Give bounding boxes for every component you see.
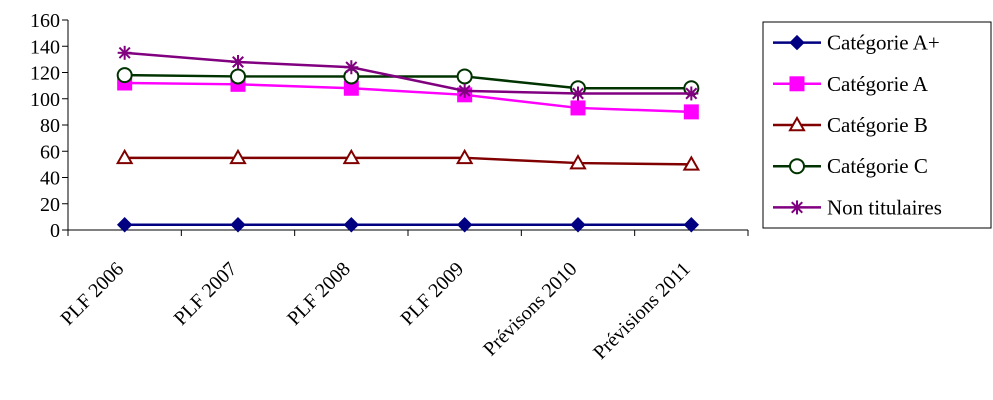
legend-item: Non titulaires xyxy=(773,195,942,219)
data-point-categorie-c xyxy=(230,68,246,85)
x-tick-label: PLF 2006 xyxy=(56,258,128,330)
legend-item: Catégorie C xyxy=(773,154,928,178)
star-stroke xyxy=(118,46,131,59)
data-point-categorie-a-plus xyxy=(343,217,360,233)
y-tick-label: 140 xyxy=(30,36,60,58)
data-point-categorie-a-plus xyxy=(456,217,473,233)
y-tick-label: 20 xyxy=(40,194,60,216)
series-non-titulaires xyxy=(117,45,699,101)
star-stroke xyxy=(345,61,358,74)
data-point-categorie-a xyxy=(570,100,586,116)
legend-label: Catégorie A xyxy=(827,72,929,96)
star-stroke xyxy=(232,56,244,68)
y-tick-label: 60 xyxy=(40,141,60,163)
star-stroke xyxy=(572,87,584,100)
legend: Catégorie A+ Catégorie A Catégorie B Catégo… xyxy=(762,21,992,229)
legend-marker xyxy=(789,34,805,51)
data-point-categorie-b xyxy=(682,155,701,171)
x-tick-label: PLF 2009 xyxy=(396,258,468,330)
legend-label: Catégorie A+ xyxy=(827,31,940,55)
data-point-categorie-a-plus xyxy=(683,217,700,233)
legend-item: Catégorie A+ xyxy=(773,31,940,55)
series-line-non-titulaires xyxy=(124,51,692,95)
star-stroke xyxy=(791,201,803,214)
data-point-non-titulaires xyxy=(117,45,132,60)
data-point-categorie-b xyxy=(229,148,247,165)
star-stroke xyxy=(685,87,698,100)
data-point-categorie-b xyxy=(115,148,134,165)
legend-marker xyxy=(788,115,806,132)
legend-label: Catégorie B xyxy=(827,113,928,137)
y-tick-label: 80 xyxy=(40,115,60,137)
data-point-categorie-a xyxy=(683,104,699,120)
y-tick-label: 160 xyxy=(30,10,60,32)
series-categorie-a-plus xyxy=(116,217,700,233)
data-point-non-titulaires xyxy=(457,83,472,98)
x-tick-label: PLF 2008 xyxy=(283,258,355,330)
star-stroke xyxy=(458,84,471,97)
series-line-categorie-b xyxy=(124,156,692,166)
legend-marker xyxy=(790,200,804,215)
data-point-categorie-c xyxy=(116,67,133,84)
y-tick-label: 40 xyxy=(40,168,60,190)
y-tick-label: 100 xyxy=(30,89,60,111)
axes xyxy=(67,20,748,231)
legend-label: Non titulaires xyxy=(827,195,942,219)
data-point-categorie-a-plus xyxy=(230,217,246,233)
legend-label: Catégorie C xyxy=(827,154,928,178)
series-line-categorie-a xyxy=(124,81,692,114)
legend-item: Catégorie B xyxy=(773,113,928,137)
y-tick-label: 0 xyxy=(50,220,60,242)
y-tick-label: 120 xyxy=(30,63,60,85)
data-point-categorie-b xyxy=(569,154,587,170)
x-tick-label: PLF 2007 xyxy=(170,258,242,330)
data-point-non-titulaires xyxy=(344,60,359,75)
data-point-non-titulaires xyxy=(684,86,699,101)
series-group xyxy=(115,45,701,233)
legend-item: Catégorie A xyxy=(773,72,929,96)
data-point-categorie-c xyxy=(456,68,473,85)
series-categorie-b xyxy=(115,148,701,171)
x-tick-label: Prévisons 2010 xyxy=(479,258,581,360)
data-point-categorie-a-plus xyxy=(116,217,133,233)
x-axis-ticks: PLF 2006 PLF 2007 PLF 2008 PLF 2009 Prévison… xyxy=(56,230,749,364)
x-tick-label: Prévisions 2011 xyxy=(589,258,695,364)
data-point-categorie-b xyxy=(455,148,474,165)
legend-marker xyxy=(789,76,805,92)
data-point-categorie-a-plus xyxy=(570,217,586,233)
series-categorie-a xyxy=(117,75,699,120)
y-axis-ticks: 0 20 40 60 80 100 120 140 160 xyxy=(30,10,68,242)
data-point-non-titulaires xyxy=(231,55,245,69)
data-point-categorie-b xyxy=(342,148,361,165)
legend-marker xyxy=(789,158,805,175)
series-line-categorie-c xyxy=(124,73,692,90)
data-point-non-titulaires xyxy=(571,86,585,101)
